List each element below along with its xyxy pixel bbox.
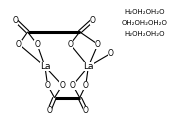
Text: H₂OH₂OH₂O: H₂OH₂OH₂O: [125, 31, 165, 37]
Text: O: O: [46, 106, 52, 115]
Text: O: O: [13, 16, 18, 25]
Text: O: O: [59, 81, 65, 90]
Text: O: O: [108, 49, 114, 58]
Text: O: O: [90, 16, 96, 25]
Text: La: La: [40, 62, 50, 71]
Text: O: O: [16, 40, 22, 49]
Text: O: O: [83, 106, 89, 115]
Text: O: O: [83, 81, 89, 90]
Text: O: O: [95, 40, 101, 49]
Text: O: O: [67, 40, 73, 49]
Text: H₂OH₂OH₂O: H₂OH₂OH₂O: [125, 9, 165, 15]
Text: OH₂OH₂OH₂O: OH₂OH₂OH₂O: [122, 20, 168, 26]
Text: O: O: [34, 40, 40, 49]
Text: La: La: [83, 62, 94, 71]
Text: O: O: [70, 81, 76, 90]
Text: O: O: [45, 81, 51, 90]
